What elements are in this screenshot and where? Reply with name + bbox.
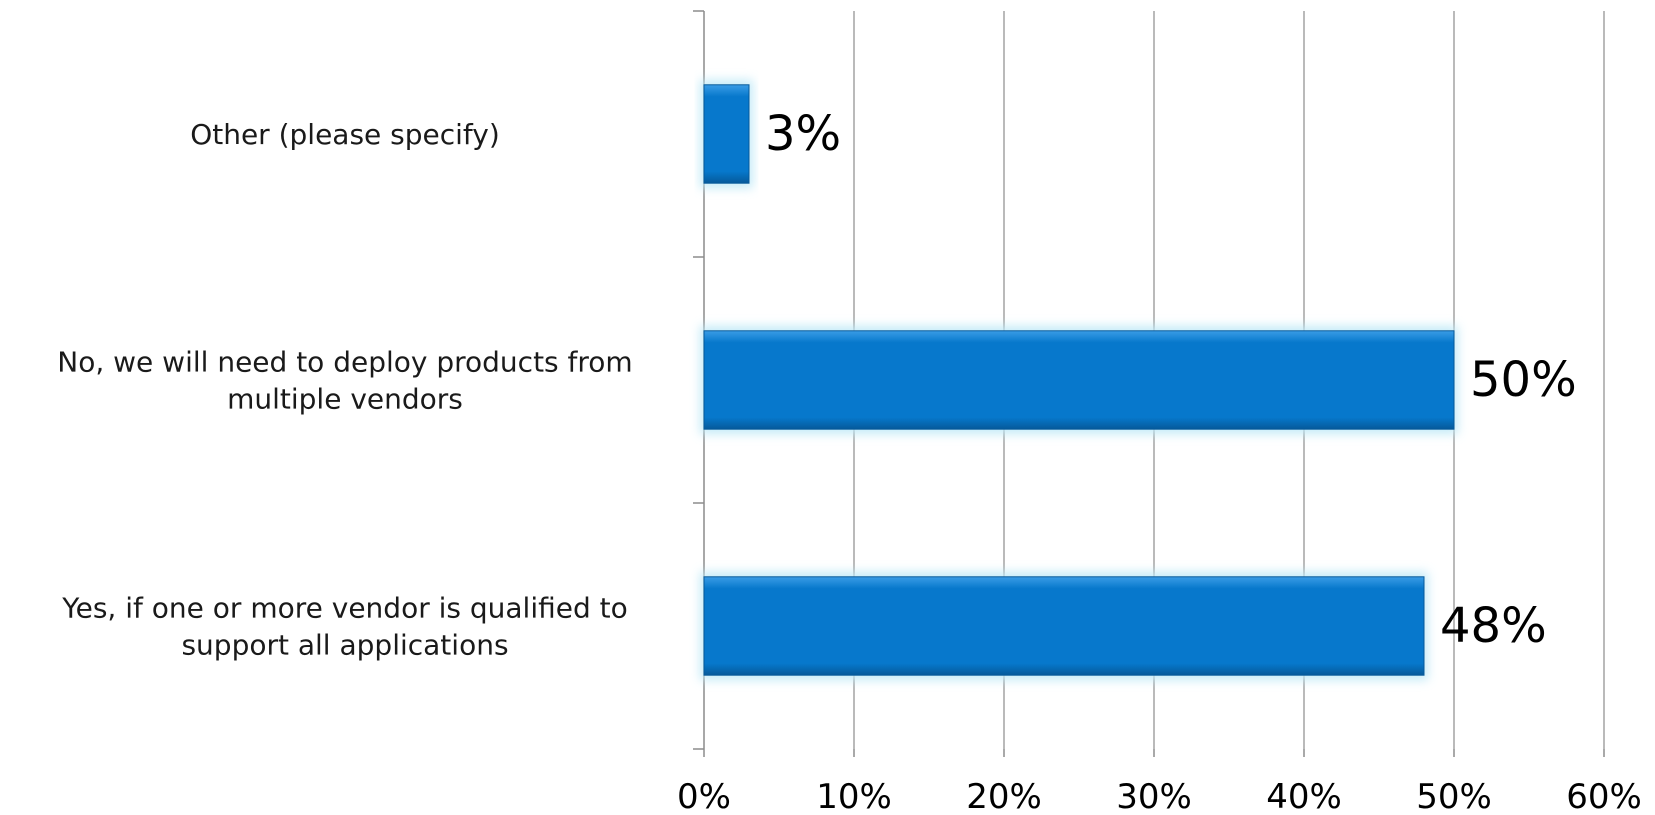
bar-value-label: 3% (765, 106, 841, 162)
category-label: No, we will need to deploy products from… (57, 346, 632, 416)
labels: 0% 10% 20% 30% 40% 50% 60% 3% Other (please spec… (57, 106, 1642, 815)
category-label: Other (please specify) (190, 118, 500, 151)
bars (700, 79, 1458, 681)
x-tick-label: 50% (1416, 777, 1492, 815)
x-tick-label: 60% (1566, 777, 1642, 815)
x-tick-label: 40% (1266, 777, 1342, 815)
x-tick-label: 0% (677, 777, 731, 815)
bar (703, 84, 750, 184)
bar-value-label: 50% (1470, 352, 1577, 408)
bar (703, 576, 1425, 676)
x-tick-label: 20% (966, 777, 1042, 815)
bar-value-label: 48% (1440, 598, 1547, 654)
category-label: Yes, if one or more vendor is qualified … (61, 592, 628, 662)
bar (703, 330, 1455, 430)
x-tick-label: 30% (1116, 777, 1192, 815)
x-tick-label: 10% (816, 777, 892, 815)
